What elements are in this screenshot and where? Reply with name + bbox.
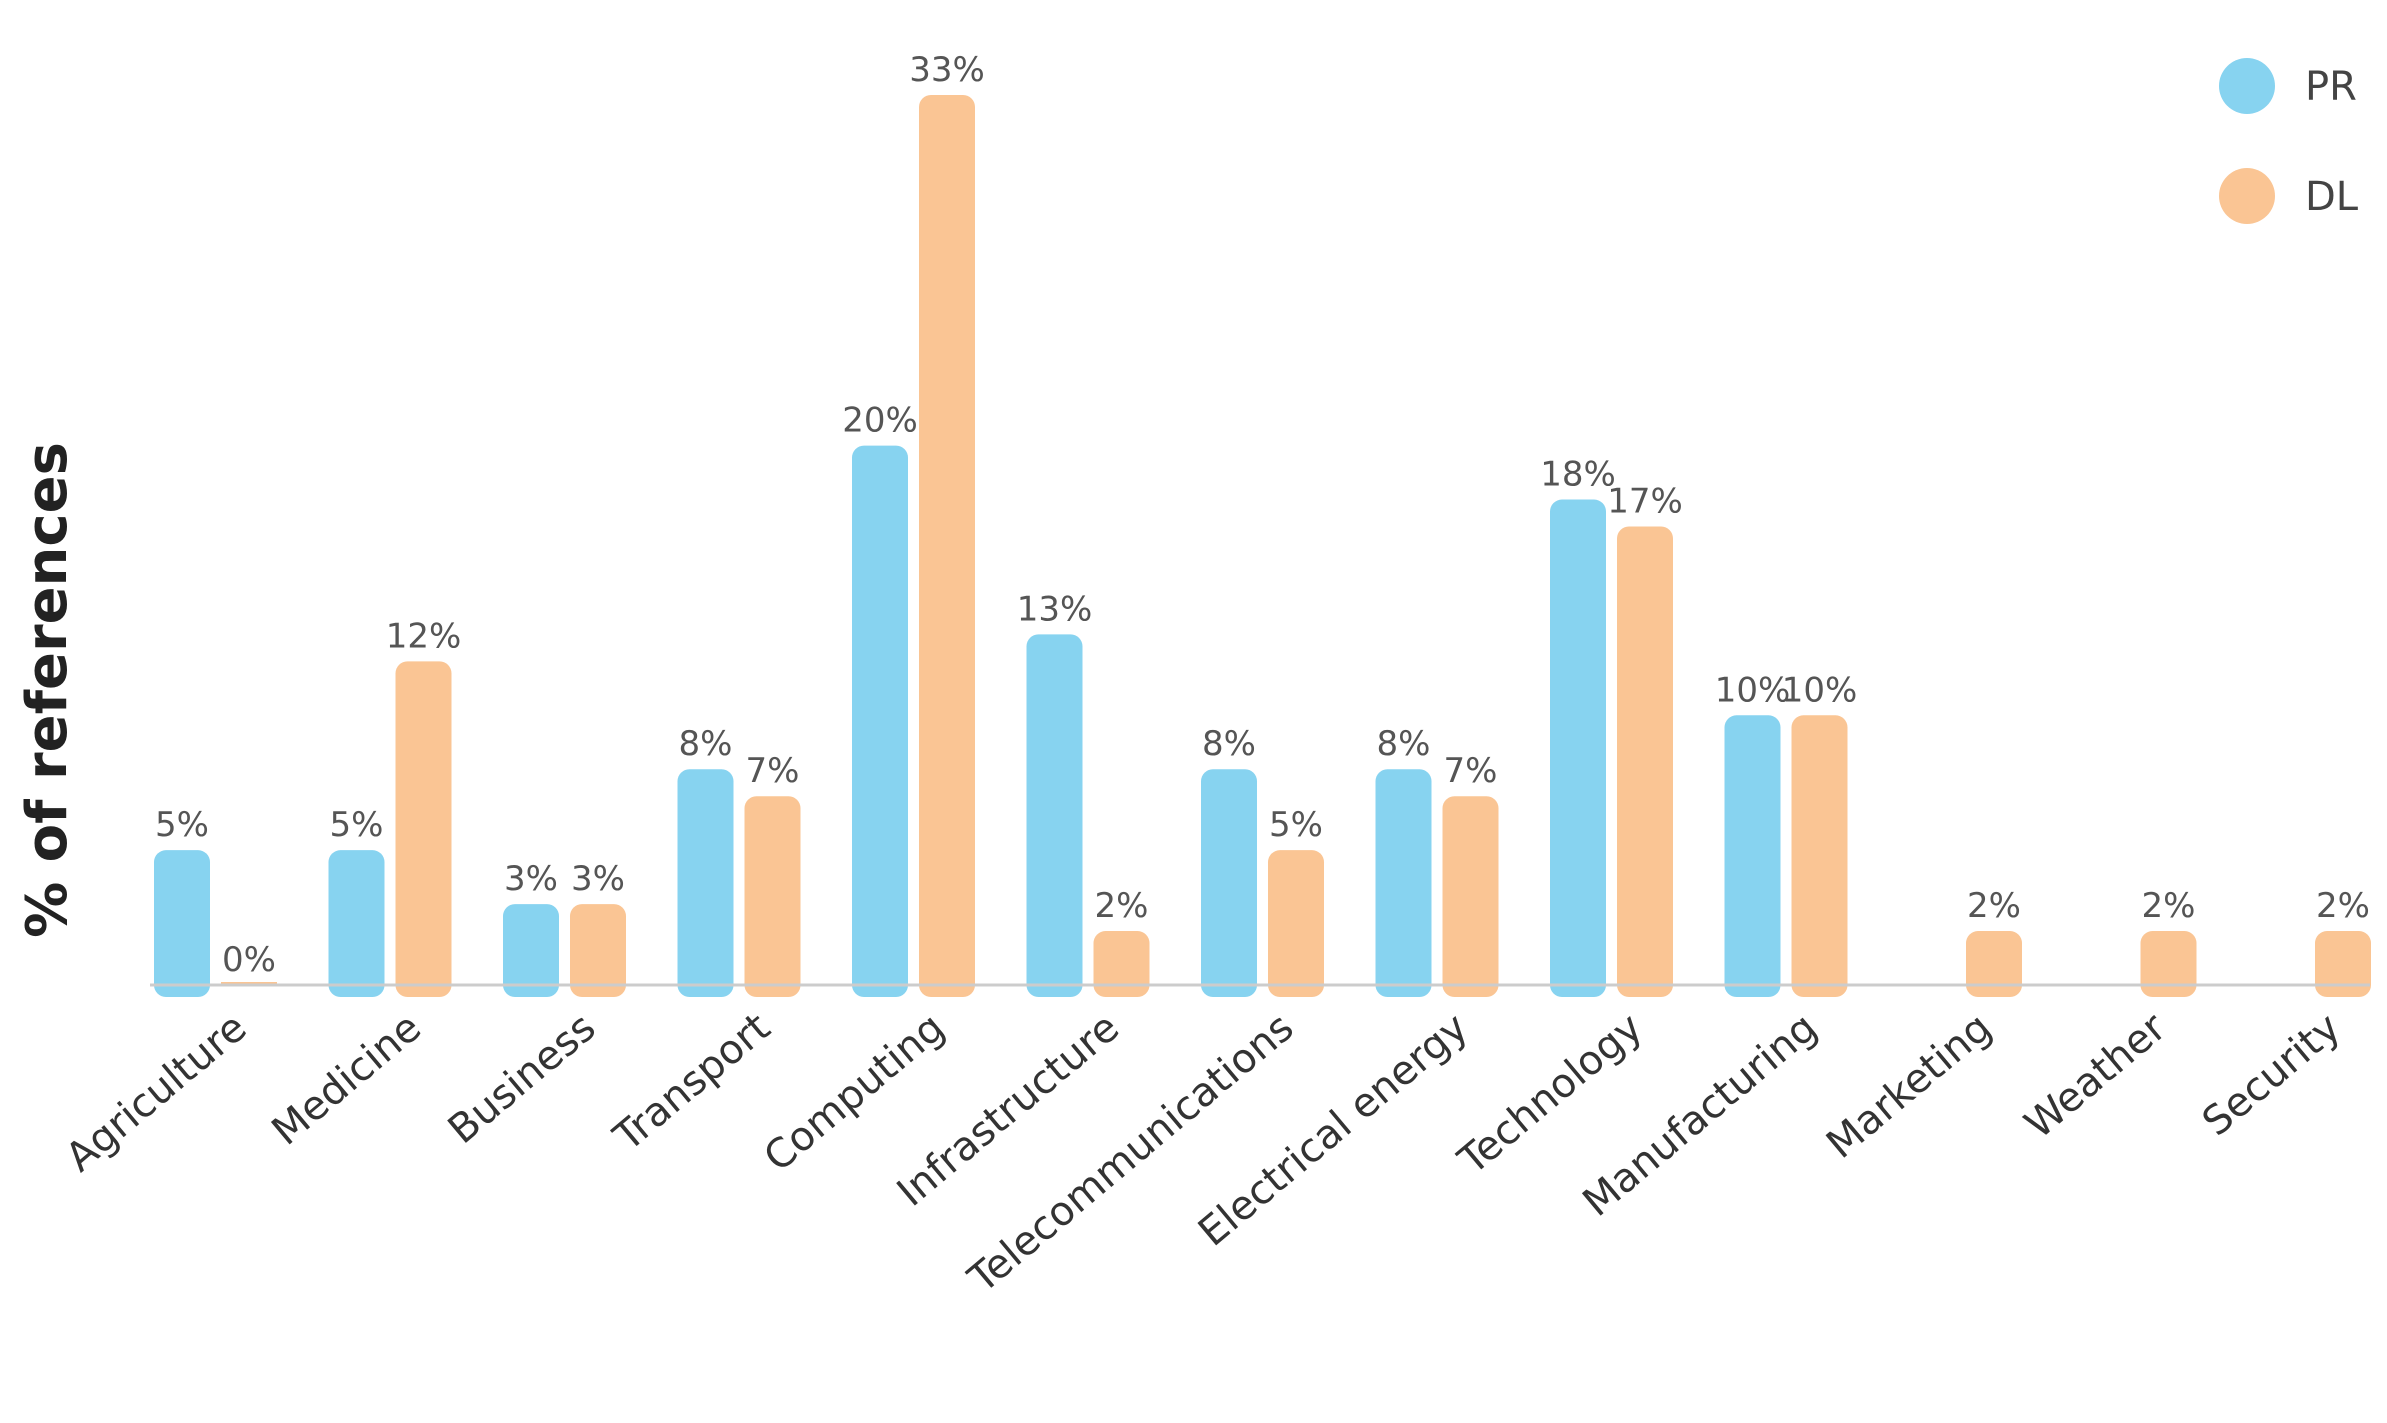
bar-dl-computing [919, 95, 975, 997]
value-label-pr-business: 3% [504, 859, 558, 899]
bar-pr-technology [1550, 499, 1606, 997]
category-label-marketing: Marketing [1818, 1004, 2000, 1167]
category-label-telecommunications: Telecommunications [959, 1004, 1302, 1302]
value-labels-group: 5%0%5%12%3% 3%8%7%20%33%13%2%8%5%8%7%18%1… [155, 50, 2370, 980]
value-label-pr-agriculture: 5% [155, 805, 209, 845]
value-label-dl-electrical-energy: 7% [1444, 751, 1498, 791]
category-label-weather: Weather [2016, 1004, 2175, 1148]
value-label-pr-telecommunications: 8% [1202, 724, 1256, 764]
bar-dl-medicine [395, 661, 452, 997]
category-label-security: Security [2194, 1004, 2349, 1145]
category-label-business: Business [440, 1004, 605, 1153]
bar-dl-transport [744, 796, 801, 997]
value-label-pr-manufacturing: 10% [1715, 670, 1791, 710]
bar-dl-technology [1617, 526, 1673, 997]
value-label-dl-medicine: 12% [386, 616, 462, 656]
legend: PR DL [2219, 58, 2359, 224]
bar-pr-electrical-energy [1375, 769, 1432, 997]
value-label-dl-technology: 17% [1607, 482, 1683, 522]
bar-dl-business [570, 904, 626, 997]
bar-dl-telecommunications [1268, 850, 1324, 997]
bar-pr-agriculture [154, 850, 210, 997]
category-label-transport: Transport [605, 1004, 779, 1161]
legend-marker-pr [2219, 58, 2275, 114]
y-axis-label: % of references [15, 442, 80, 938]
value-label-dl-business: 3% [571, 859, 625, 899]
bar-dl-infrastructure [1093, 931, 1150, 997]
value-label-dl-computing: 33% [909, 50, 985, 90]
bar-dl-security [2315, 931, 2371, 997]
bar-pr-medicine [328, 850, 385, 997]
bar-pr-transport [677, 769, 734, 997]
bar-pr-computing [852, 445, 908, 997]
bar-pr-business [503, 904, 559, 997]
value-label-dl-manufacturing: 10% [1782, 670, 1858, 710]
category-label-medicine: Medicine [263, 1004, 429, 1154]
bar-dl-marketing [1966, 931, 2022, 997]
value-label-dl-telecommunications: 5% [1269, 805, 1323, 845]
bar-pr-manufacturing [1724, 715, 1781, 997]
bars-group [154, 95, 2371, 997]
value-label-pr-electrical-energy: 8% [1377, 724, 1431, 764]
bar-pr-infrastructure [1026, 634, 1083, 997]
legend-marker-dl [2219, 168, 2275, 224]
value-label-pr-computing: 20% [842, 401, 918, 441]
value-label-dl-weather: 2% [2142, 886, 2196, 926]
value-label-dl-infrastructure: 2% [1095, 886, 1149, 926]
value-label-dl-agriculture: 0% [222, 940, 276, 980]
bar-dl-electrical-energy [1442, 796, 1499, 997]
value-label-pr-medicine: 5% [330, 805, 384, 845]
category-labels-group: Agriculture Medicine Business TransportComp… [57, 1004, 2349, 1303]
legend-label-pr: PR [2305, 64, 2357, 110]
category-label-agriculture: Agriculture [57, 1004, 255, 1181]
value-label-dl-marketing: 2% [1967, 886, 2021, 926]
value-label-dl-transport: 7% [746, 751, 800, 791]
bar-dl-weather [2140, 931, 2197, 997]
value-label-pr-transport: 8% [679, 724, 733, 764]
value-label-dl-security: 2% [2316, 886, 2370, 926]
bar-pr-telecommunications [1201, 769, 1257, 997]
legend-label-dl: DL [2305, 174, 2359, 220]
bar-dl-manufacturing [1791, 715, 1848, 997]
value-label-pr-infrastructure: 13% [1017, 589, 1093, 629]
value-label-pr-technology: 18% [1540, 455, 1616, 495]
